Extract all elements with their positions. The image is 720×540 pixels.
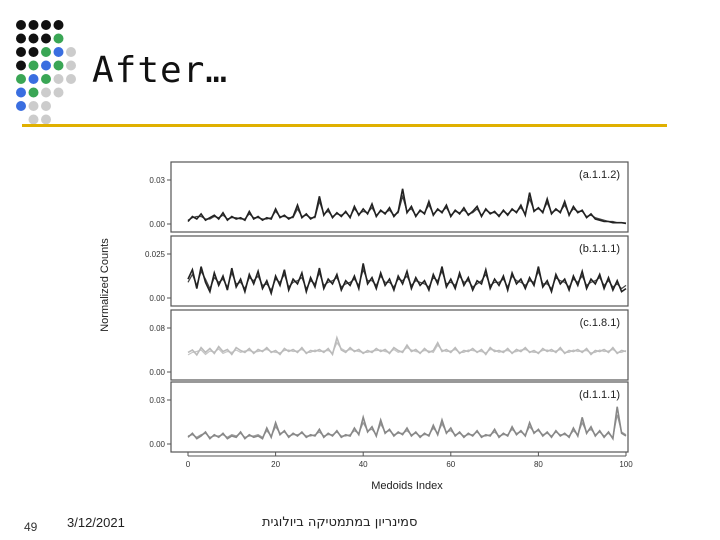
decor-dot [41,74,51,84]
decor-dot [16,33,26,44]
y-tick-label: 0.00 [149,294,165,303]
panel-frame [170,235,629,307]
decor-dot [16,20,26,30]
y-tick-label: 0.08 [149,324,165,333]
medoids-chart: 0.000.03 (a.1.1.2)0.000.025 (b.1.1.1)0.000… [99,161,633,492]
decor-dot [41,101,51,111]
decor-dot [28,74,39,84]
series-line [187,341,627,356]
y-tick-label: 0.03 [149,396,165,405]
y-tick-label: 0.00 [149,440,165,449]
decor-dot [28,87,39,98]
decor-dot [28,47,39,57]
panel-frame [170,381,629,453]
decor-dot [53,74,64,84]
x-axis-label: Medoids Index [371,480,443,492]
slide-title: After… [92,50,229,91]
panel-frame [170,309,629,381]
panel-label: (a.1.1.2) [579,169,620,181]
decor-dot [41,33,51,44]
y-tick-label: 0.025 [145,250,166,259]
decor-dot [53,20,64,30]
decor-dot [41,47,51,57]
footer-page-number: 49 [24,520,38,534]
decor-dot [28,101,39,111]
decor-dot [41,20,51,30]
chart-panel: 0.00 0.03 (a.1.1.2) [149,161,629,233]
decor-dot [16,101,26,111]
decor-dot [66,74,76,84]
decor-dot [66,47,76,57]
decor-dot [28,114,39,125]
panel-label: (d.1.1.1) [579,389,620,401]
y-tick-label: 0.00 [149,368,165,377]
x-tick-label: 80 [534,460,543,469]
x-tick-label: 20 [271,460,280,469]
decor-dot [28,60,39,71]
decorative-dot-grid [16,20,76,125]
panel-label: (c.1.8.1) [580,317,620,329]
decor-dot [53,33,64,44]
decor-dot [28,33,39,44]
decor-dot [53,87,64,98]
decor-dot [53,47,64,57]
decor-dot [41,60,51,71]
decor-dot [41,114,51,125]
decor-dot [66,60,76,71]
decor-dot [53,60,64,71]
x-tick-label: 60 [446,460,455,469]
x-tick-label: 40 [359,460,368,469]
y-tick-label: 0.03 [149,176,165,185]
panel-label: (b.1.1.1) [579,243,620,255]
footer-text: סמינריון במתמטיקה ביולוגית [262,515,418,530]
series-line [187,194,627,224]
decor-dot [41,87,51,98]
panel-frame [170,161,629,233]
chart-panel: 0.00 0.08 (c.1.8.1) [149,309,629,381]
x-tick-label: 0 [186,460,191,469]
decor-dot [16,87,26,98]
decor-dot [16,47,26,57]
decor-dot [16,60,26,71]
y-tick-label: 0.00 [149,220,165,229]
footer-date: 3/12/2021 [67,515,125,530]
y-axis-label: Normalized Counts [99,238,111,332]
series-line [187,267,627,292]
series-line [187,414,627,439]
decor-dot [28,20,39,30]
chart-panel: 0.00 0.03 (d.1.1.1) [149,381,629,453]
chart-panel: 0.00 0.025 (b.1.1.1) [145,235,629,307]
x-tick-label: 100 [619,460,633,469]
decor-dot [16,74,26,84]
title-underline [22,124,667,127]
